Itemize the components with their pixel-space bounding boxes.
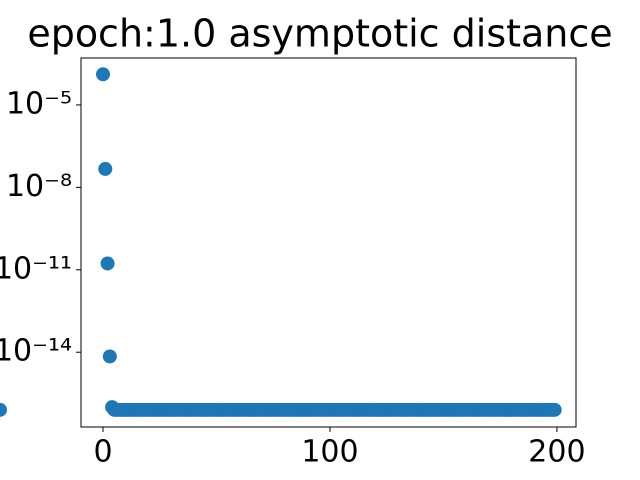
data-point [100,256,115,271]
x-axis-label: iteration [265,478,392,480]
data-point [96,67,111,82]
plot-frame [80,57,577,428]
chart-title: epoch:1.0 asymptotic distance [27,12,612,56]
data-point [0,402,7,417]
y-tick-label: 10⁻¹¹ [0,251,72,286]
y-tick-label: 10⁻¹⁴ [0,334,72,369]
y-tick-label: 10⁻⁵ [6,86,72,121]
y-tick-label: 10⁻⁸ [6,169,72,204]
x-tick-label: 0 [93,435,112,470]
x-tick-label: 200 [528,435,585,470]
data-point [98,161,113,176]
x-tick-label: 100 [301,435,358,470]
data-point [102,349,117,364]
data-point [547,402,562,417]
